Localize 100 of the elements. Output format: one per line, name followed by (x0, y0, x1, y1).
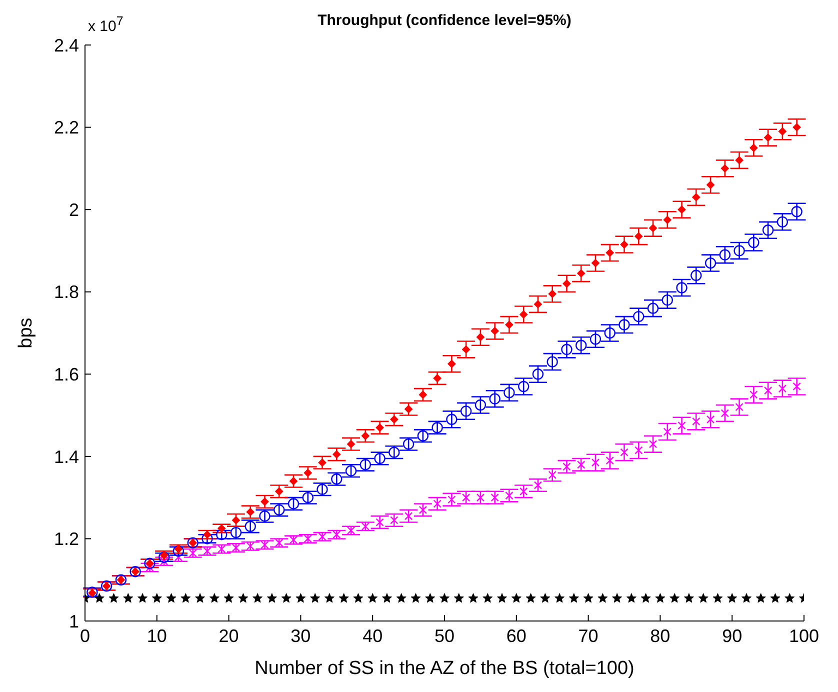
point (663, 428, 672, 436)
point (568, 593, 579, 603)
point (505, 320, 514, 329)
point (784, 593, 795, 603)
point (275, 487, 284, 496)
point (244, 520, 256, 532)
point (460, 406, 472, 417)
point (396, 593, 406, 603)
point (108, 593, 119, 603)
point (474, 399, 486, 411)
point (332, 450, 341, 458)
point (476, 333, 484, 342)
point (778, 384, 787, 393)
point (195, 593, 206, 603)
point (606, 248, 614, 257)
point (448, 360, 456, 368)
point (425, 593, 436, 603)
point (88, 589, 96, 598)
point (612, 593, 622, 603)
x-tick-label: 20 (218, 626, 239, 646)
point (562, 280, 571, 288)
point (750, 390, 758, 399)
x-tick-label: 100 (788, 626, 820, 646)
point (676, 282, 688, 294)
point (489, 393, 500, 404)
point (647, 302, 659, 314)
point (138, 593, 148, 603)
point (792, 382, 801, 391)
y-tick-label: 1.6 (54, 364, 79, 385)
point (606, 456, 614, 465)
point (158, 552, 170, 563)
point (791, 206, 802, 218)
point (232, 516, 240, 524)
point (347, 440, 356, 448)
point (706, 180, 715, 189)
x-tick-label: 90 (722, 626, 742, 646)
point (712, 593, 723, 603)
point (260, 498, 269, 506)
x-tick-label: 50 (434, 626, 455, 646)
point (620, 448, 628, 456)
point (404, 405, 413, 414)
point (304, 468, 312, 477)
y-tick-label: 2.4 (54, 35, 79, 56)
point (376, 518, 384, 526)
point (160, 551, 168, 560)
point (382, 593, 392, 603)
point (520, 310, 528, 318)
point (591, 259, 600, 268)
point (353, 593, 364, 603)
y-tick-label: 1.4 (54, 446, 79, 467)
point (776, 216, 788, 228)
x-axis-title: Number of SS in the AZ of the BS (total=100) (254, 658, 634, 679)
point (338, 593, 349, 603)
point (152, 593, 162, 603)
y-tick-label: 1.8 (54, 282, 79, 302)
point (655, 593, 666, 603)
point (433, 500, 442, 508)
point (618, 319, 630, 330)
point (598, 593, 608, 603)
point (288, 498, 300, 510)
point (374, 452, 386, 464)
point (692, 193, 700, 202)
point (454, 593, 464, 603)
point (439, 593, 450, 603)
point (727, 593, 738, 603)
point (360, 459, 372, 470)
point (490, 493, 499, 502)
point (554, 593, 565, 603)
point (576, 340, 587, 351)
point (649, 224, 658, 232)
point (684, 593, 694, 603)
point (762, 224, 774, 236)
point (446, 414, 458, 425)
point (346, 526, 356, 535)
point (216, 529, 228, 540)
point (388, 446, 400, 458)
point (468, 593, 478, 603)
point (166, 593, 176, 603)
x-tick-label: 10 (146, 626, 167, 646)
point (640, 593, 651, 603)
x-tick-label: 70 (578, 626, 598, 646)
point (209, 593, 220, 603)
point (238, 593, 248, 603)
point (230, 526, 242, 538)
point (511, 593, 522, 603)
point (634, 446, 643, 454)
point (290, 477, 298, 486)
point (482, 593, 493, 603)
x-tick-label: 40 (362, 626, 383, 646)
x-tick-label: 0 (80, 626, 90, 646)
x-tick-label: 60 (506, 626, 526, 646)
point (706, 415, 715, 424)
point (174, 553, 183, 562)
point (476, 493, 485, 502)
point (562, 462, 571, 471)
x-tick-label: 30 (290, 626, 311, 646)
point (704, 257, 716, 269)
point (735, 156, 744, 164)
point (259, 510, 270, 522)
point (462, 345, 470, 354)
